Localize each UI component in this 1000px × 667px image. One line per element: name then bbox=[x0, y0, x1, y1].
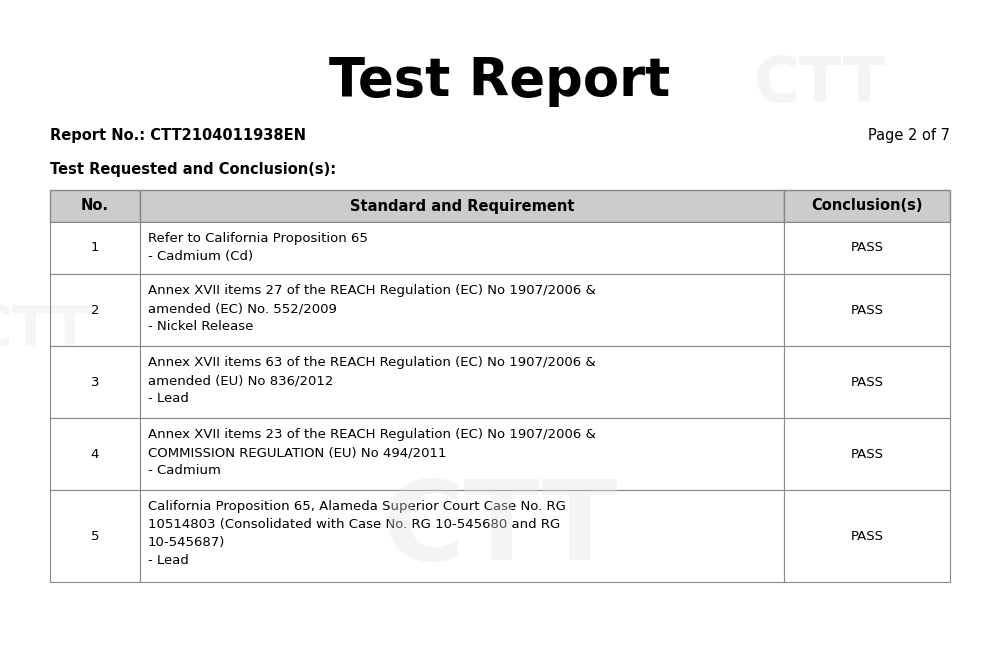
Text: Test Requested and Conclusion(s):: Test Requested and Conclusion(s): bbox=[50, 162, 336, 177]
Bar bbox=[140, 222, 784, 274]
Text: Annex XVII items 23 of the REACH Regulation (EC) No 1907/2006 &
COMMISSION REGUL: Annex XVII items 23 of the REACH Regulat… bbox=[148, 428, 596, 477]
Text: 5: 5 bbox=[91, 530, 99, 542]
Text: Standard and Requirement: Standard and Requirement bbox=[350, 199, 574, 213]
Text: CTT: CTT bbox=[382, 476, 618, 584]
Bar bbox=[140, 346, 784, 418]
Bar bbox=[140, 418, 784, 490]
Bar bbox=[784, 222, 950, 274]
Text: CTT: CTT bbox=[754, 55, 886, 115]
Bar bbox=[140, 490, 784, 582]
Text: PASS: PASS bbox=[850, 448, 883, 460]
Bar bbox=[50, 274, 140, 346]
Bar bbox=[784, 346, 950, 418]
Bar bbox=[50, 346, 140, 418]
Bar bbox=[784, 190, 950, 222]
Bar bbox=[50, 418, 140, 490]
Bar bbox=[784, 418, 950, 490]
Bar bbox=[784, 274, 950, 346]
Bar bbox=[140, 190, 784, 222]
Text: California Proposition 65, Alameda Superior Court Case No. RG
10514803 (Consolid: California Proposition 65, Alameda Super… bbox=[148, 500, 566, 567]
Text: Annex XVII items 27 of the REACH Regulation (EC) No 1907/2006 &
amended (EC) No.: Annex XVII items 27 of the REACH Regulat… bbox=[148, 284, 596, 333]
Text: Test Report: Test Report bbox=[329, 55, 671, 107]
Text: 2: 2 bbox=[91, 303, 99, 317]
Text: PASS: PASS bbox=[850, 241, 883, 255]
Bar bbox=[50, 490, 140, 582]
Bar bbox=[140, 274, 784, 346]
Text: 1: 1 bbox=[91, 241, 99, 255]
Text: Page 2 of 7: Page 2 of 7 bbox=[868, 128, 950, 143]
Text: PASS: PASS bbox=[850, 376, 883, 388]
Bar bbox=[50, 222, 140, 274]
Bar bbox=[784, 490, 950, 582]
Text: No.: No. bbox=[81, 199, 109, 213]
Text: Report No.: CTT2104011938EN: Report No.: CTT2104011938EN bbox=[50, 128, 306, 143]
Text: Annex XVII items 63 of the REACH Regulation (EC) No 1907/2006 &
amended (EU) No : Annex XVII items 63 of the REACH Regulat… bbox=[148, 356, 596, 405]
Text: 4: 4 bbox=[91, 448, 99, 460]
Text: Refer to California Proposition 65
- Cadmium (Cd): Refer to California Proposition 65 - Cad… bbox=[148, 232, 368, 263]
Bar bbox=[50, 190, 140, 222]
Text: PASS: PASS bbox=[850, 303, 883, 317]
Text: CTT: CTT bbox=[0, 303, 89, 357]
Text: 3: 3 bbox=[91, 376, 99, 388]
Text: PASS: PASS bbox=[850, 530, 883, 542]
Text: Conclusion(s): Conclusion(s) bbox=[811, 199, 922, 213]
